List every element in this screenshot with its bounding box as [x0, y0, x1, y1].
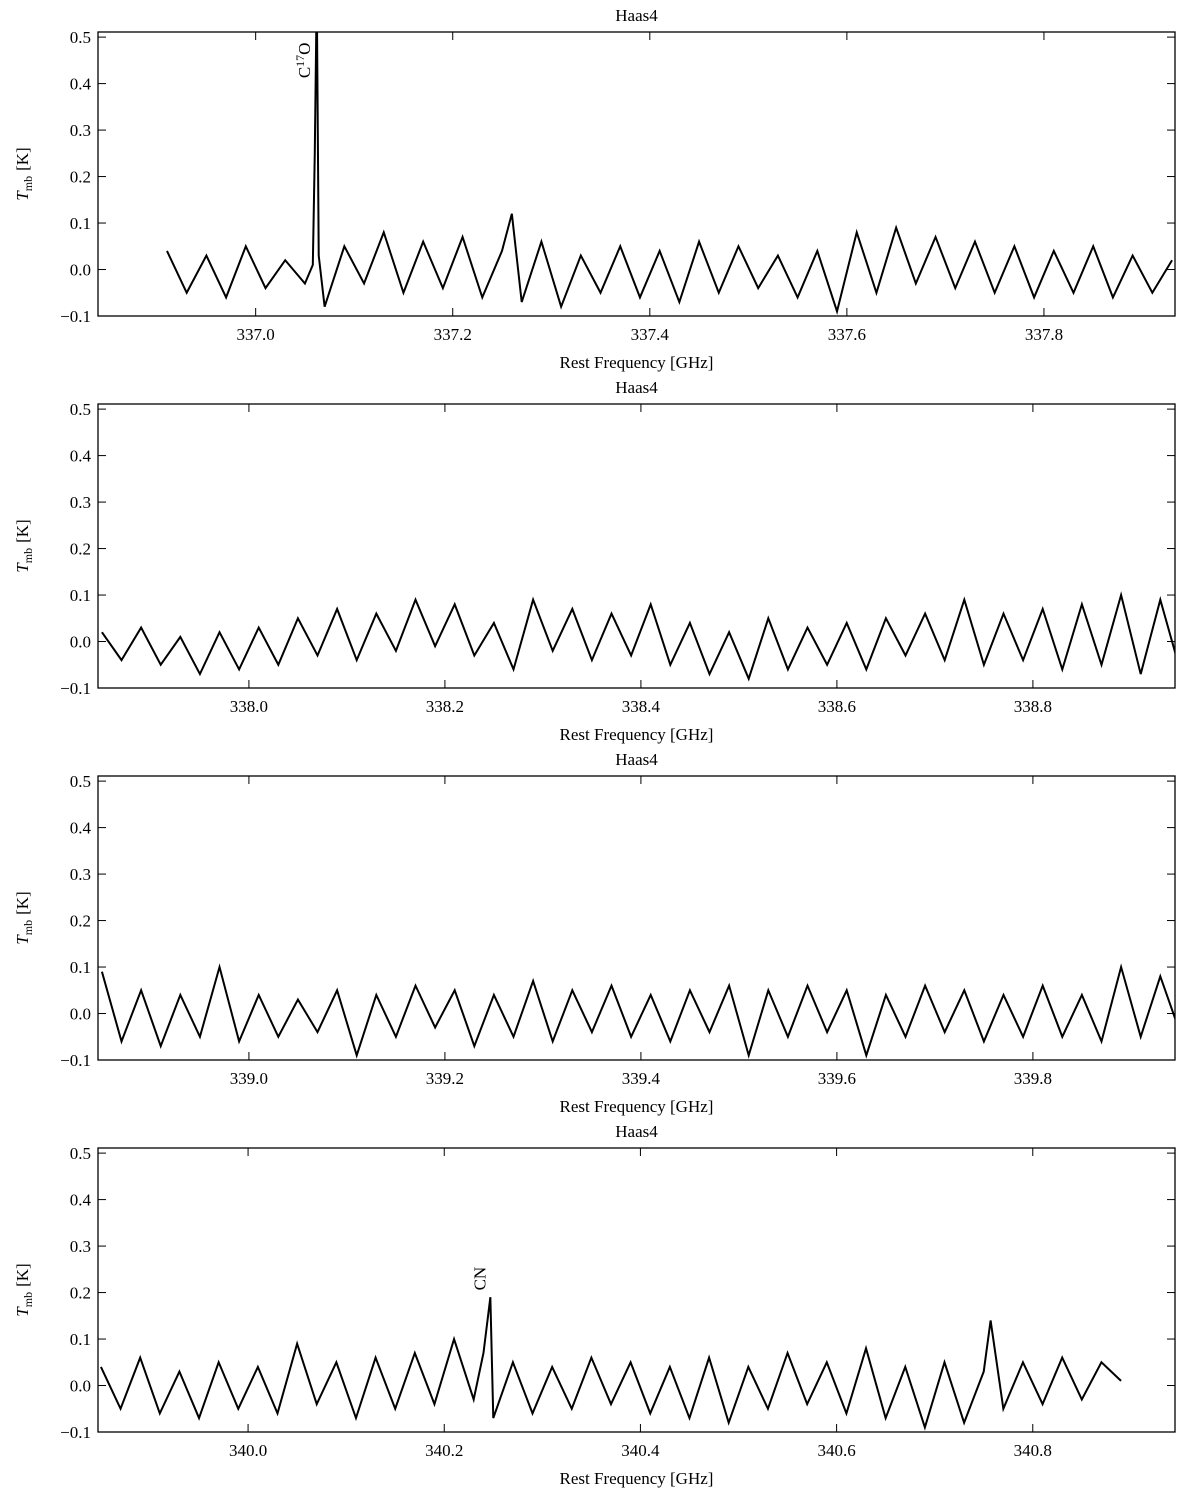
x-tick-label: 339.2 — [426, 1069, 464, 1088]
panel: Haas4 −0.1 0.0 0.1 0.2 0.3 0.4 0.5 337.0 337.2 337… — [13, 6, 1176, 372]
x-axis-label: Rest Frequency [GHz] — [560, 1097, 714, 1116]
x-axis-label: Rest Frequency [GHz] — [560, 725, 714, 744]
annotation-superscript: 17 — [293, 55, 307, 67]
line-annotation: CN — [470, 1267, 489, 1291]
y-tick-label: 0.0 — [70, 1377, 91, 1396]
annotation-text: CN — [470, 1267, 489, 1291]
y-tick-label: 0.3 — [70, 493, 91, 512]
x-tick-label: 338.6 — [818, 697, 856, 716]
panel: Haas4 −0.1 0.0 0.1 0.2 0.3 0.4 0.5 340.0 340.2 340… — [13, 1122, 1176, 1488]
y-tick-label: 0.0 — [70, 1005, 91, 1024]
panel: Haas4 −0.1 0.0 0.1 0.2 0.3 0.4 0.5 338.0 338.2 338… — [13, 378, 1176, 744]
y-label-unit: [K] — [13, 1263, 32, 1287]
y-tick-label: 0.3 — [70, 1237, 91, 1256]
y-tick-label: 0.0 — [70, 261, 91, 280]
y-label-subscript: mb — [21, 548, 35, 563]
y-tick-label: 0.4 — [70, 819, 92, 838]
y-label-subscript: mb — [21, 1292, 35, 1307]
spectrum-line — [101, 591, 1175, 682]
y-tick-label: −0.1 — [60, 1051, 91, 1070]
x-tick-label: 339.0 — [230, 1069, 268, 1088]
y-axis-label: Tmb [K] — [13, 891, 35, 944]
y-tick-label: 0.2 — [70, 540, 91, 559]
plot-frame — [97, 775, 1176, 1061]
y-tick-label: −0.1 — [60, 1423, 91, 1442]
spectrum-line — [166, 32, 1173, 315]
y-label-symbol: T — [13, 190, 32, 201]
y-label-subscript: mb — [21, 920, 35, 935]
x-tick-label: 339.6 — [818, 1069, 856, 1088]
y-tick-label: 0.4 — [70, 447, 92, 466]
x-tick-label: 337.6 — [828, 325, 866, 344]
y-tick-label: 0.2 — [70, 912, 91, 931]
x-tick-label: 340.8 — [1014, 1441, 1052, 1460]
y-tick-label: 0.3 — [70, 865, 91, 884]
annotation-text: C — [295, 67, 314, 78]
panel: Haas4 −0.1 0.0 0.1 0.2 0.3 0.4 0.5 339.0 339.2 339… — [13, 750, 1176, 1116]
spectrum-line — [100, 963, 1175, 1059]
y-tick-label: 0.1 — [70, 586, 91, 605]
panel-title: Haas4 — [615, 750, 658, 769]
x-tick-label: 339.4 — [622, 1069, 661, 1088]
line-annotation: C17O — [293, 43, 314, 79]
y-label-symbol: T — [13, 562, 32, 573]
y-tick-label: 0.1 — [70, 1330, 91, 1349]
y-tick-label: 0.5 — [70, 1144, 91, 1163]
x-tick-label: 340.2 — [425, 1441, 463, 1460]
plot-frame — [97, 403, 1176, 689]
y-tick-label: 0.3 — [70, 121, 91, 140]
x-tick-label: 338.0 — [230, 697, 268, 716]
x-tick-label: 339.8 — [1014, 1069, 1052, 1088]
x-tick-label: 337.0 — [237, 325, 275, 344]
y-tick-label: 0.0 — [70, 633, 91, 652]
y-tick-label: 0.2 — [70, 168, 91, 187]
y-tick-label: 0.1 — [70, 958, 91, 977]
y-label-symbol: T — [13, 934, 32, 945]
y-tick-label: −0.1 — [60, 679, 91, 698]
y-tick-label: 0.2 — [70, 1284, 91, 1303]
plot-frame — [97, 31, 1176, 317]
x-axis-label: Rest Frequency [GHz] — [560, 1469, 714, 1488]
y-tick-label: 0.1 — [70, 214, 91, 233]
x-tick-label: 338.8 — [1014, 697, 1052, 716]
x-tick-label: 340.6 — [817, 1441, 855, 1460]
annotation-text: O — [295, 43, 314, 55]
y-tick-label: −0.1 — [60, 307, 91, 326]
y-tick-label: 0.5 — [70, 400, 91, 419]
y-label-subscript: mb — [21, 176, 35, 191]
x-axis-label: Rest Frequency [GHz] — [560, 353, 714, 372]
y-tick-label: 0.4 — [70, 1191, 92, 1210]
x-tick-label: 337.2 — [434, 325, 472, 344]
panel-title: Haas4 — [615, 6, 658, 25]
panel-title: Haas4 — [615, 1122, 658, 1141]
x-tick-label: 340.4 — [621, 1441, 660, 1460]
y-label-unit: [K] — [13, 519, 32, 543]
y-axis-label: Tmb [K] — [13, 519, 35, 572]
x-tick-label: 338.2 — [426, 697, 464, 716]
y-axis-label: Tmb [K] — [13, 147, 35, 200]
x-tick-label: 338.4 — [622, 697, 661, 716]
panel-title: Haas4 — [615, 378, 658, 397]
x-tick-label: 340.0 — [229, 1441, 267, 1460]
spectrum-line — [100, 1297, 1122, 1431]
y-label-unit: [K] — [13, 891, 32, 915]
y-label-unit: [K] — [13, 147, 32, 171]
y-tick-label: 0.5 — [70, 772, 91, 791]
x-tick-label: 337.4 — [631, 325, 670, 344]
x-tick-label: 337.8 — [1025, 325, 1063, 344]
y-label-symbol: T — [13, 1306, 32, 1317]
plot-frame — [97, 1147, 1176, 1433]
y-axis-label: Tmb [K] — [13, 1263, 35, 1316]
y-tick-label: 0.4 — [70, 75, 92, 94]
y-tick-label: 0.5 — [70, 28, 91, 47]
